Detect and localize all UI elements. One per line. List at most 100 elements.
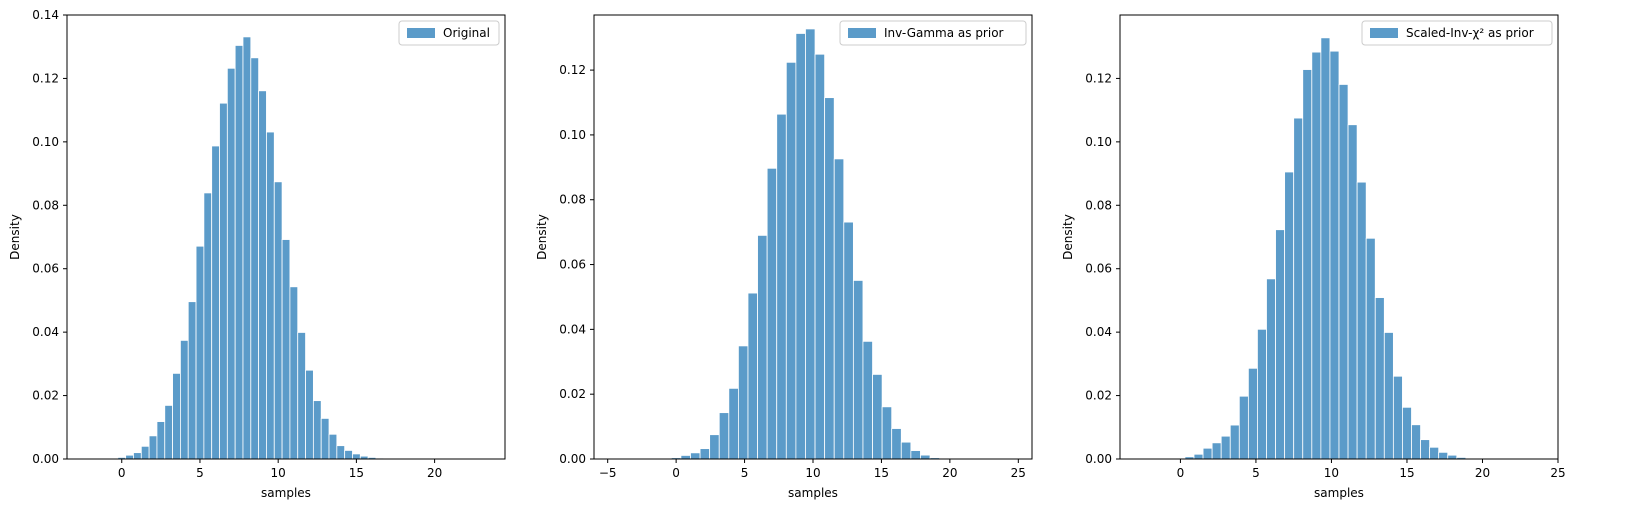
x-axis-label: samples	[1314, 486, 1364, 500]
histogram-bar	[289, 286, 299, 460]
histogram-bar	[1320, 37, 1331, 460]
histogram-bar	[133, 452, 142, 460]
histogram-bar	[795, 33, 806, 460]
histogram-bar	[785, 61, 797, 460]
histogram-panel-scaled-inv-chi2: 0 5 10 15 20 25 0.00 0.02 0.04 0.06 0.08 0.10 0.12 sa…	[1061, 14, 1566, 500]
histogram-bar	[156, 421, 166, 460]
histogram-bar	[164, 405, 173, 460]
histogram-bar	[352, 453, 361, 460]
legend-label: Scaled-Inv-χ² as prior	[1406, 26, 1534, 40]
histogram-bar	[862, 340, 873, 460]
histogram-bar	[242, 36, 252, 460]
histogram-bar	[1338, 84, 1349, 460]
x-tick-label: 15	[349, 466, 364, 480]
histogram-bar	[824, 97, 835, 460]
histogram-bar	[805, 28, 816, 460]
histogram-bar	[305, 369, 314, 460]
y-tick-label: 0.04	[559, 322, 586, 336]
y-tick-label: 0.10	[559, 128, 586, 142]
histogram-bar	[1275, 229, 1286, 460]
x-tick-label: 20	[942, 466, 957, 480]
histogram-bar	[718, 412, 730, 460]
x-tick-label: −5	[599, 466, 617, 480]
y-tick-label: 0.04	[32, 325, 59, 339]
x-axis-label: samples	[788, 486, 838, 500]
histogram-bar	[258, 90, 267, 460]
histogram-bar	[900, 441, 912, 460]
y-tick-label: 0.00	[1085, 452, 1112, 466]
histogram-bar	[1438, 451, 1449, 460]
x-tick-label: 10	[1324, 466, 1339, 480]
histogram-bar	[273, 181, 283, 460]
histogram-bar	[1257, 328, 1267, 460]
histogram-bar	[680, 455, 691, 460]
x-tick-label: 10	[805, 466, 820, 480]
histogram-bar	[1402, 406, 1412, 460]
y-tick-label: 0.08	[32, 198, 59, 212]
histogram-bar	[328, 433, 338, 460]
y-tick-label: 0.06	[1085, 262, 1112, 276]
histogram-bar	[1238, 395, 1249, 460]
y-tick-label: 0.10	[32, 135, 59, 149]
histogram-bar	[1347, 124, 1358, 460]
x-tick-label: 0	[1177, 466, 1185, 480]
histogram-bar	[1302, 69, 1313, 460]
x-tick-label: 5	[1252, 466, 1260, 480]
y-tick-label: 0.04	[1085, 325, 1112, 339]
histogram-bar	[843, 221, 854, 460]
y-tick-label: 0.02	[32, 389, 59, 403]
legend-box	[398, 20, 500, 46]
histogram-bar	[281, 239, 291, 460]
histogram-bar	[1211, 442, 1222, 460]
x-tick-label: 15	[1399, 466, 1414, 480]
histogram-bar	[757, 234, 768, 460]
histogram-bar	[1193, 453, 1204, 460]
histogram-bar	[1429, 446, 1440, 460]
legend-label: Original	[443, 26, 490, 40]
histogram-bar	[738, 345, 749, 460]
histogram-bar	[690, 452, 701, 460]
histogram-bar	[336, 445, 346, 460]
histogram-bar	[728, 387, 739, 460]
legend-label: Inv-Gamma as prior	[884, 26, 1004, 40]
y-axis-label: Density	[8, 214, 22, 260]
histogram-bar	[872, 374, 883, 460]
histogram-bar	[180, 339, 189, 460]
y-tick-label: 0.00	[32, 452, 59, 466]
y-tick-label: 0.02	[559, 387, 586, 401]
histogram-bar	[140, 445, 150, 460]
histogram-bar	[1247, 367, 1258, 460]
histogram-bar	[1383, 332, 1394, 460]
y-tick-label: 0.12	[559, 63, 586, 77]
histogram-bar	[910, 450, 921, 460]
histogram-bar	[747, 292, 758, 460]
x-tick-label: 0	[672, 466, 680, 480]
histogram-bar	[297, 332, 306, 460]
y-tick-label: 0.06	[559, 258, 586, 272]
x-tick-label: 5	[196, 466, 204, 480]
histogram-bar	[1284, 171, 1295, 460]
x-tick-label: 5	[741, 466, 749, 480]
legend-swatch	[848, 28, 876, 38]
legend: Inv-Gamma as prior	[839, 20, 1027, 46]
legend-swatch	[407, 28, 435, 38]
x-tick-label: 25	[1550, 466, 1565, 480]
y-tick-label: 0.10	[1085, 135, 1112, 149]
histogram-bar	[226, 67, 236, 460]
histogram-bar	[814, 53, 826, 460]
histogram-bar	[250, 57, 260, 460]
histogram-bar	[776, 113, 787, 460]
histogram-bar	[219, 102, 228, 460]
x-tick-label: 0	[118, 466, 126, 480]
histogram-bar	[852, 280, 864, 460]
histogram-bar	[312, 400, 322, 460]
histogram-bar	[266, 131, 275, 460]
histogram-bar	[881, 406, 893, 460]
x-tick-label: 25	[1011, 466, 1026, 480]
y-tick-label: 0.12	[32, 71, 59, 85]
histogram-bar	[891, 428, 902, 460]
x-tick-label: 10	[271, 466, 286, 480]
y-tick-label: 0.02	[1085, 389, 1112, 403]
x-axis-label: samples	[261, 486, 311, 500]
